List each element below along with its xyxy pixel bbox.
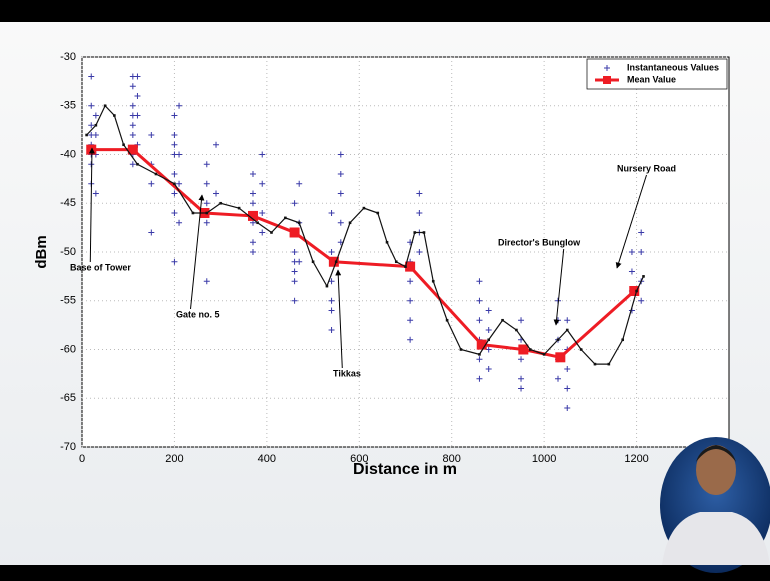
y-tick-label: -40 (60, 148, 76, 160)
point-marker (86, 145, 96, 155)
point-marker (518, 345, 528, 355)
point-marker (290, 228, 300, 238)
point-marker (608, 363, 611, 366)
point-marker (284, 217, 287, 220)
point-marker (85, 134, 88, 137)
presenter (660, 437, 770, 573)
screen: dBm Distance in m -70 -65 -60 -55 -50 -45 -40 -… (0, 0, 770, 581)
point-marker (349, 221, 352, 224)
point-marker (326, 285, 329, 288)
point-marker (173, 182, 176, 185)
y-tick-label: -35 (60, 100, 76, 112)
point-marker (205, 212, 208, 215)
x-tick-label: 800 (443, 453, 461, 465)
point-marker (529, 348, 532, 351)
point-marker (478, 353, 481, 356)
point-marker (423, 231, 426, 234)
x-tick-label: 600 (350, 453, 368, 465)
y-axis-label: dBm (33, 235, 50, 268)
annotation: Gate no. 5 (176, 309, 220, 319)
x-tick-label: 0 (79, 453, 85, 465)
point-marker (219, 202, 222, 205)
point-marker (404, 265, 407, 268)
top-bar (0, 0, 770, 22)
point-marker (335, 260, 338, 263)
point-marker (136, 163, 139, 166)
x-tick-label: 200 (165, 453, 183, 465)
point-marker (621, 338, 624, 341)
y-tick-label: -55 (60, 295, 76, 307)
point-marker (501, 319, 504, 322)
annotation: Tikkas (333, 368, 361, 378)
point-marker (594, 363, 597, 366)
point-marker (487, 338, 490, 341)
y-tick-label: -50 (60, 246, 76, 258)
point-marker (95, 124, 98, 127)
legend-symbol (603, 76, 611, 84)
point-marker (122, 143, 125, 146)
point-marker (460, 348, 463, 351)
point-marker (298, 221, 301, 224)
point-marker (566, 329, 569, 332)
point-marker (104, 104, 107, 107)
y-tick-label: -70 (60, 441, 76, 453)
point-marker (376, 212, 379, 215)
point-marker (555, 352, 565, 362)
point-marker (155, 173, 158, 176)
y-tick-label: -60 (60, 343, 76, 355)
point-marker (413, 231, 416, 234)
point-marker (363, 207, 366, 210)
point-marker (543, 353, 546, 356)
x-axis-label: Distance in m (353, 461, 457, 478)
point-marker (557, 338, 560, 341)
point-marker (256, 221, 259, 224)
x-tick-label: 1200 (624, 453, 648, 465)
point-marker (432, 280, 435, 283)
y-tick-label: -45 (60, 197, 76, 209)
x-tick-label: 400 (258, 453, 276, 465)
point-marker (642, 275, 645, 278)
point-marker (270, 231, 273, 234)
point-marker (192, 212, 195, 215)
point-marker (515, 329, 518, 332)
legend-label: Instantaneous Values (627, 62, 719, 72)
point-marker (386, 241, 389, 244)
bottom-bar (0, 565, 770, 581)
chart: dBm Distance in m -70 -65 -60 -55 -50 -45 -40 -… (0, 0, 770, 581)
point-marker (395, 260, 398, 263)
point-marker (635, 290, 638, 293)
point-marker (580, 348, 583, 351)
y-tick-label: -65 (60, 392, 76, 404)
annotation: Base of Tower (70, 262, 131, 272)
point-marker (113, 114, 116, 117)
annotation: Director's Bunglow (498, 237, 581, 247)
point-marker (312, 260, 315, 263)
y-tick-label: -30 (60, 51, 76, 63)
annotation: Nursery Road (617, 163, 676, 173)
point-marker (238, 207, 241, 210)
point-marker (446, 319, 449, 322)
legend-label: Mean Value (627, 74, 676, 84)
x-tick-label: 1000 (532, 453, 556, 465)
